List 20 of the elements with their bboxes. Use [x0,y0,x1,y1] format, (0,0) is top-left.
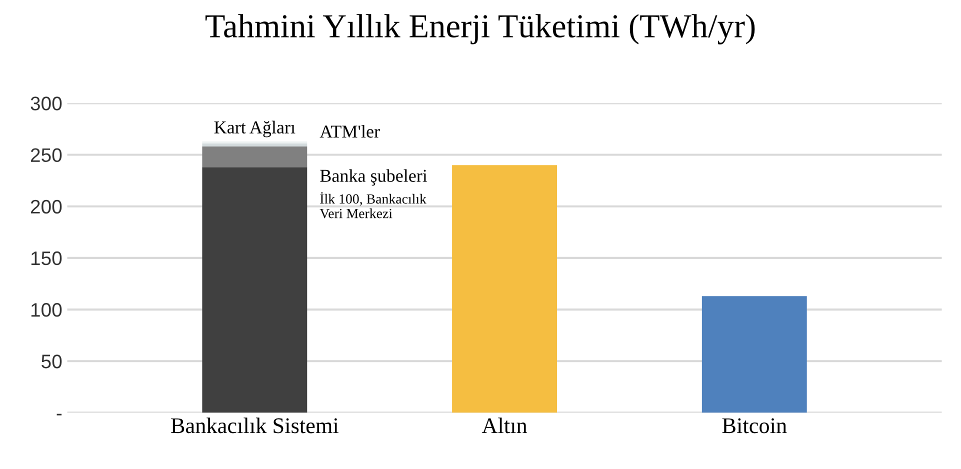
series-label: Kart Ağları [214,120,296,138]
y-tick-label: 300 [30,96,62,110]
bar [202,167,308,413]
bar [702,296,807,413]
chart-title: Tahmini Yıllık Enerji Tüketimi (TWh/yr) [205,14,755,44]
x-tick-label: Bitcoin [722,418,787,434]
y-tick-label: 150 [31,251,62,266]
series-label: İlk 100, Bankacılık Veri Merkezi [320,192,426,218]
x-tick-label: Altın [482,418,528,434]
bar [202,143,308,147]
y-tick-label: 200 [30,200,62,214]
series-label: ATM'ler [320,124,380,138]
bar [202,146,308,168]
series-label: Banka şubeleri [320,169,428,186]
y-tick-label: 250 [30,148,62,162]
y-tick-label: 50 [42,354,62,368]
y-tick-label: - [56,414,62,416]
x-tick-label: Bankacılık Sistemi [171,418,338,434]
bar [452,165,557,413]
y-tick-label: 100 [31,303,62,317]
